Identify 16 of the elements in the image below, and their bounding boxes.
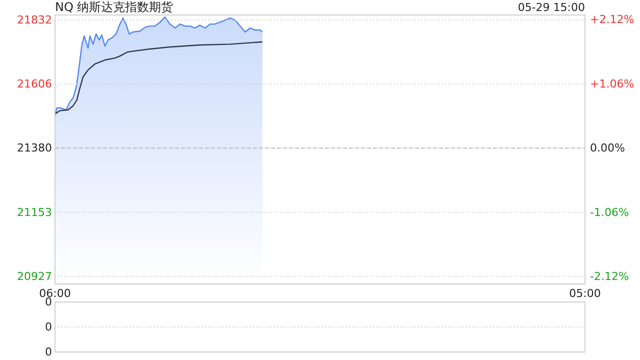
text: 0 <box>45 346 52 358</box>
y-tick-label: 21153 <box>17 206 52 219</box>
y2-tick-label: -1.06% <box>590 206 629 219</box>
text: 0 <box>45 320 52 334</box>
y-tick-label: 21606 <box>17 78 52 91</box>
chart-title: NQ 纳斯达克指数期货 <box>55 0 174 14</box>
y2-tick-label: 0.00% <box>590 142 625 155</box>
y2-tick-label: +2.12% <box>590 13 634 26</box>
y-tick-label: 20927 <box>17 270 52 283</box>
text: 0 <box>45 296 52 308</box>
y-tick-label: 21380 <box>17 142 52 155</box>
y-tick-label: 21832 <box>17 14 52 27</box>
y2-tick-label: -2.12% <box>590 270 629 283</box>
y2-tick-label: +1.06% <box>590 77 634 90</box>
x-tick-label: 05:00 <box>569 287 601 300</box>
text: 05-29 15:00 <box>518 1 585 14</box>
